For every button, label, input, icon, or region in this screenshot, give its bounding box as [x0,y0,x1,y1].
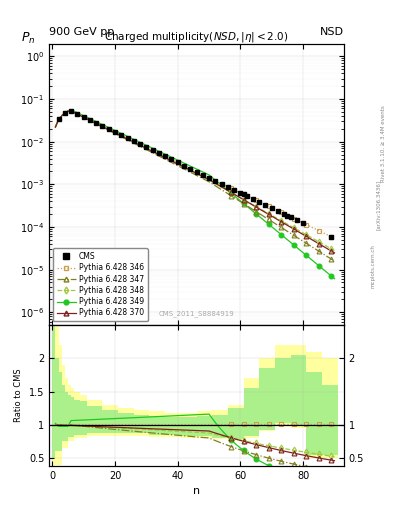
X-axis label: n: n [193,486,200,496]
Legend: CMS, Pythia 6.428 346, Pythia 6.428 347, Pythia 6.428 348, Pythia 6.428 349, Pyt: CMS, Pythia 6.428 346, Pythia 6.428 347,… [53,248,148,322]
Y-axis label: Ratio to CMS: Ratio to CMS [14,369,23,422]
Text: 900 GeV pp: 900 GeV pp [49,27,114,37]
Text: Rivet 3.1.10, ≥ 3.4M events: Rivet 3.1.10, ≥ 3.4M events [381,105,386,182]
Y-axis label: $P_n$: $P_n$ [21,31,36,47]
Text: CMS_2011_S8884919: CMS_2011_S8884919 [159,310,234,316]
Text: [arXiv:1306.3436]: [arXiv:1306.3436] [376,180,380,230]
Text: NSD: NSD [320,27,344,37]
Text: mcplots.cern.ch: mcplots.cern.ch [371,244,376,288]
Title: Charged multiplicity$(NSD, |\eta| < 2.0)$: Charged multiplicity$(NSD, |\eta| < 2.0)… [104,30,289,44]
